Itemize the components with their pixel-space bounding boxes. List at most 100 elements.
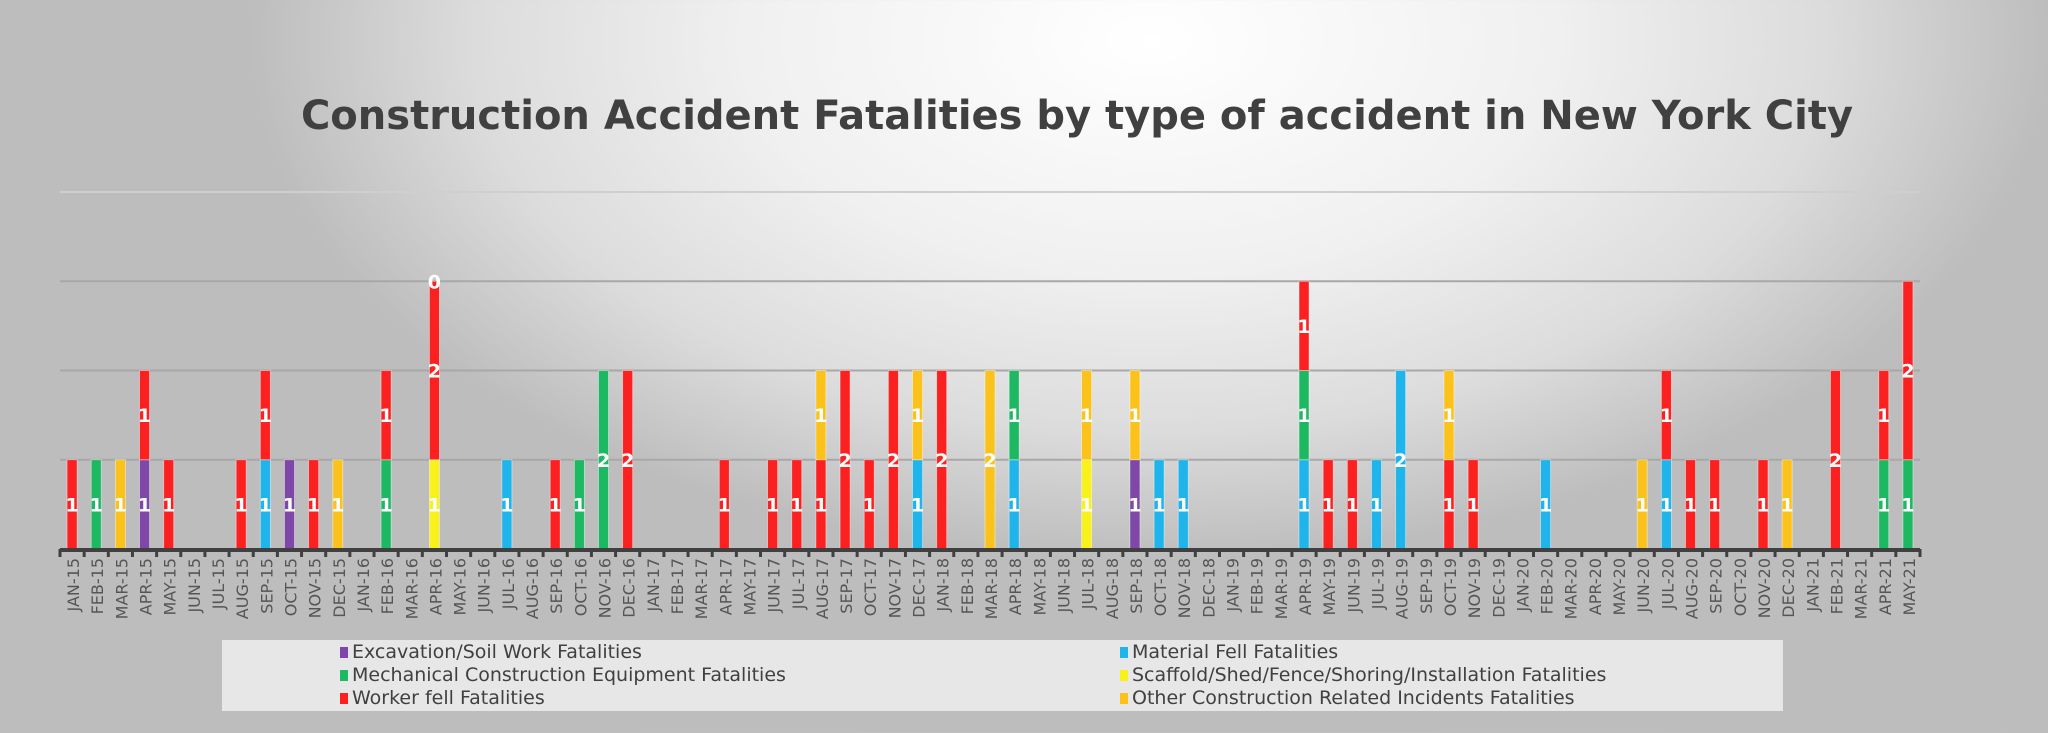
x-tick-label: MAR-19 [1272,558,1291,619]
data-label: 1 [549,494,562,516]
x-tick-label: DEC-20 [1779,558,1798,618]
data-label: 1 [90,494,103,516]
x-tick-label: JAN-17 [644,558,663,612]
x-tick-label: MAY-16 [451,558,470,616]
legend-swatch [1120,692,1128,704]
bar-segment [380,370,392,461]
x-tick-label: AUG-19 [1393,558,1412,619]
data-label: 1 [500,494,513,516]
chart-title: Construction Accident Fatalities by type… [300,93,1854,139]
bar-segment [815,370,827,461]
x-tick-label: JUN-19 [1344,558,1363,614]
data-label: 1 [573,494,586,516]
bar-segment [259,370,271,461]
legend-item: Mechanical Construction Equipment Fatali… [340,664,786,686]
data-label: 1 [379,405,392,427]
bar-segment [1129,370,1141,461]
x-tick-label: AUG-16 [523,558,542,619]
data-label: 1 [766,494,779,516]
x-tick-label: AUG-18 [1103,558,1122,619]
x-tick-label: JUN-20 [1634,558,1653,614]
data-label: 1 [1080,494,1093,516]
x-tick-label: NOV-15 [306,558,325,618]
x-tick-label: MAR-15 [112,558,131,619]
data-label: 1 [1636,494,1649,516]
x-tick-label: MAR-21 [1852,558,1871,619]
data-label: 1 [1781,494,1794,516]
data-label: 1 [1177,494,1190,516]
x-tick-label: JUL-19 [1368,558,1387,610]
legend-label: Worker fell Fatalities [352,687,545,709]
legend-item: Material Fell Fatalities [1120,641,1338,663]
x-tick-label: APR-21 [1876,558,1895,615]
x-tick-label: JAN-19 [1224,558,1243,612]
x-tick-label: JAN-18 [934,558,953,612]
data-label: 1 [790,494,803,516]
bar-segment [1660,370,1672,461]
data-label: 1 [1322,494,1335,516]
x-tick-label: FEB-15 [88,558,107,614]
legend-label: Mechanical Construction Equipment Fatali… [352,664,786,686]
data-label: 1 [1346,494,1359,516]
data-label: 1 [1877,405,1890,427]
x-tick-label: MAR-17 [692,558,711,619]
data-label: 0 [428,271,441,293]
x-tick-label: SEP-20 [1707,558,1726,614]
x-tick-label: APR-20 [1586,558,1605,615]
x-tick-label: FEB-20 [1538,558,1557,614]
x-tick-label: MAR-20 [1562,558,1581,619]
x-tick-label: DEC-18 [1199,558,1218,618]
bar-segment [1081,370,1093,461]
x-tick-label: FEB-17 [668,558,687,614]
x-tick-label: SEP-16 [547,558,566,614]
legend-swatch [340,646,348,658]
data-label: 1 [1466,494,1479,516]
bar-segment [429,280,440,461]
data-label: 1 [114,494,127,516]
data-label: 1 [1370,494,1383,516]
data-label: 1 [1442,405,1455,427]
data-label: 1 [1684,494,1697,516]
data-label: 1 [1708,494,1721,516]
x-tick-label: JUN-16 [475,558,494,614]
data-label: 1 [138,494,151,516]
data-label: 2 [935,450,948,472]
data-label: 2 [597,450,610,472]
data-label: 1 [1297,316,1310,338]
data-label: 2 [428,361,441,383]
x-tick-label: NOV-16 [596,558,615,618]
x-tick-label: DEC-19 [1489,558,1508,618]
x-tick-label: JUL-17 [789,558,808,610]
data-label: 1 [428,494,441,516]
data-label: 1 [65,494,78,516]
x-tick-label: JAN-21 [1803,558,1822,612]
data-label: 2 [887,450,900,472]
data-label: 2 [1394,450,1407,472]
x-tick-label: FEB-18 [958,558,977,614]
x-tick-label: OCT-18 [1151,558,1170,616]
data-label: 1 [1442,494,1455,516]
x-tick-label: JUL-15 [209,558,228,610]
bar-segment [1443,370,1455,461]
data-label: 1 [259,405,272,427]
x-tick-label: JUN-15 [185,558,204,614]
legend-item: Other Construction Related Incidents Fat… [1120,687,1575,709]
data-label: 1 [1539,494,1552,516]
data-label: 2 [983,450,996,472]
legend-label: Other Construction Related Incidents Fat… [1132,687,1575,709]
bar-segment [139,370,150,461]
legend-swatch [340,692,348,704]
data-label: 1 [814,494,827,516]
data-label: 1 [162,494,175,516]
data-label: 1 [1152,494,1165,516]
data-label: 1 [814,405,827,427]
legend-label: Excavation/Soil Work Fatalities [352,641,642,663]
data-label: 1 [307,494,320,516]
data-label: 1 [1877,494,1890,516]
data-label: 1 [863,494,876,516]
x-tick-label: MAY-15 [161,558,180,616]
x-tick-label: MAY-19 [1320,558,1339,616]
x-tick-label: AUG-17 [813,558,832,619]
x-tick-label: FEB-16 [378,558,397,614]
